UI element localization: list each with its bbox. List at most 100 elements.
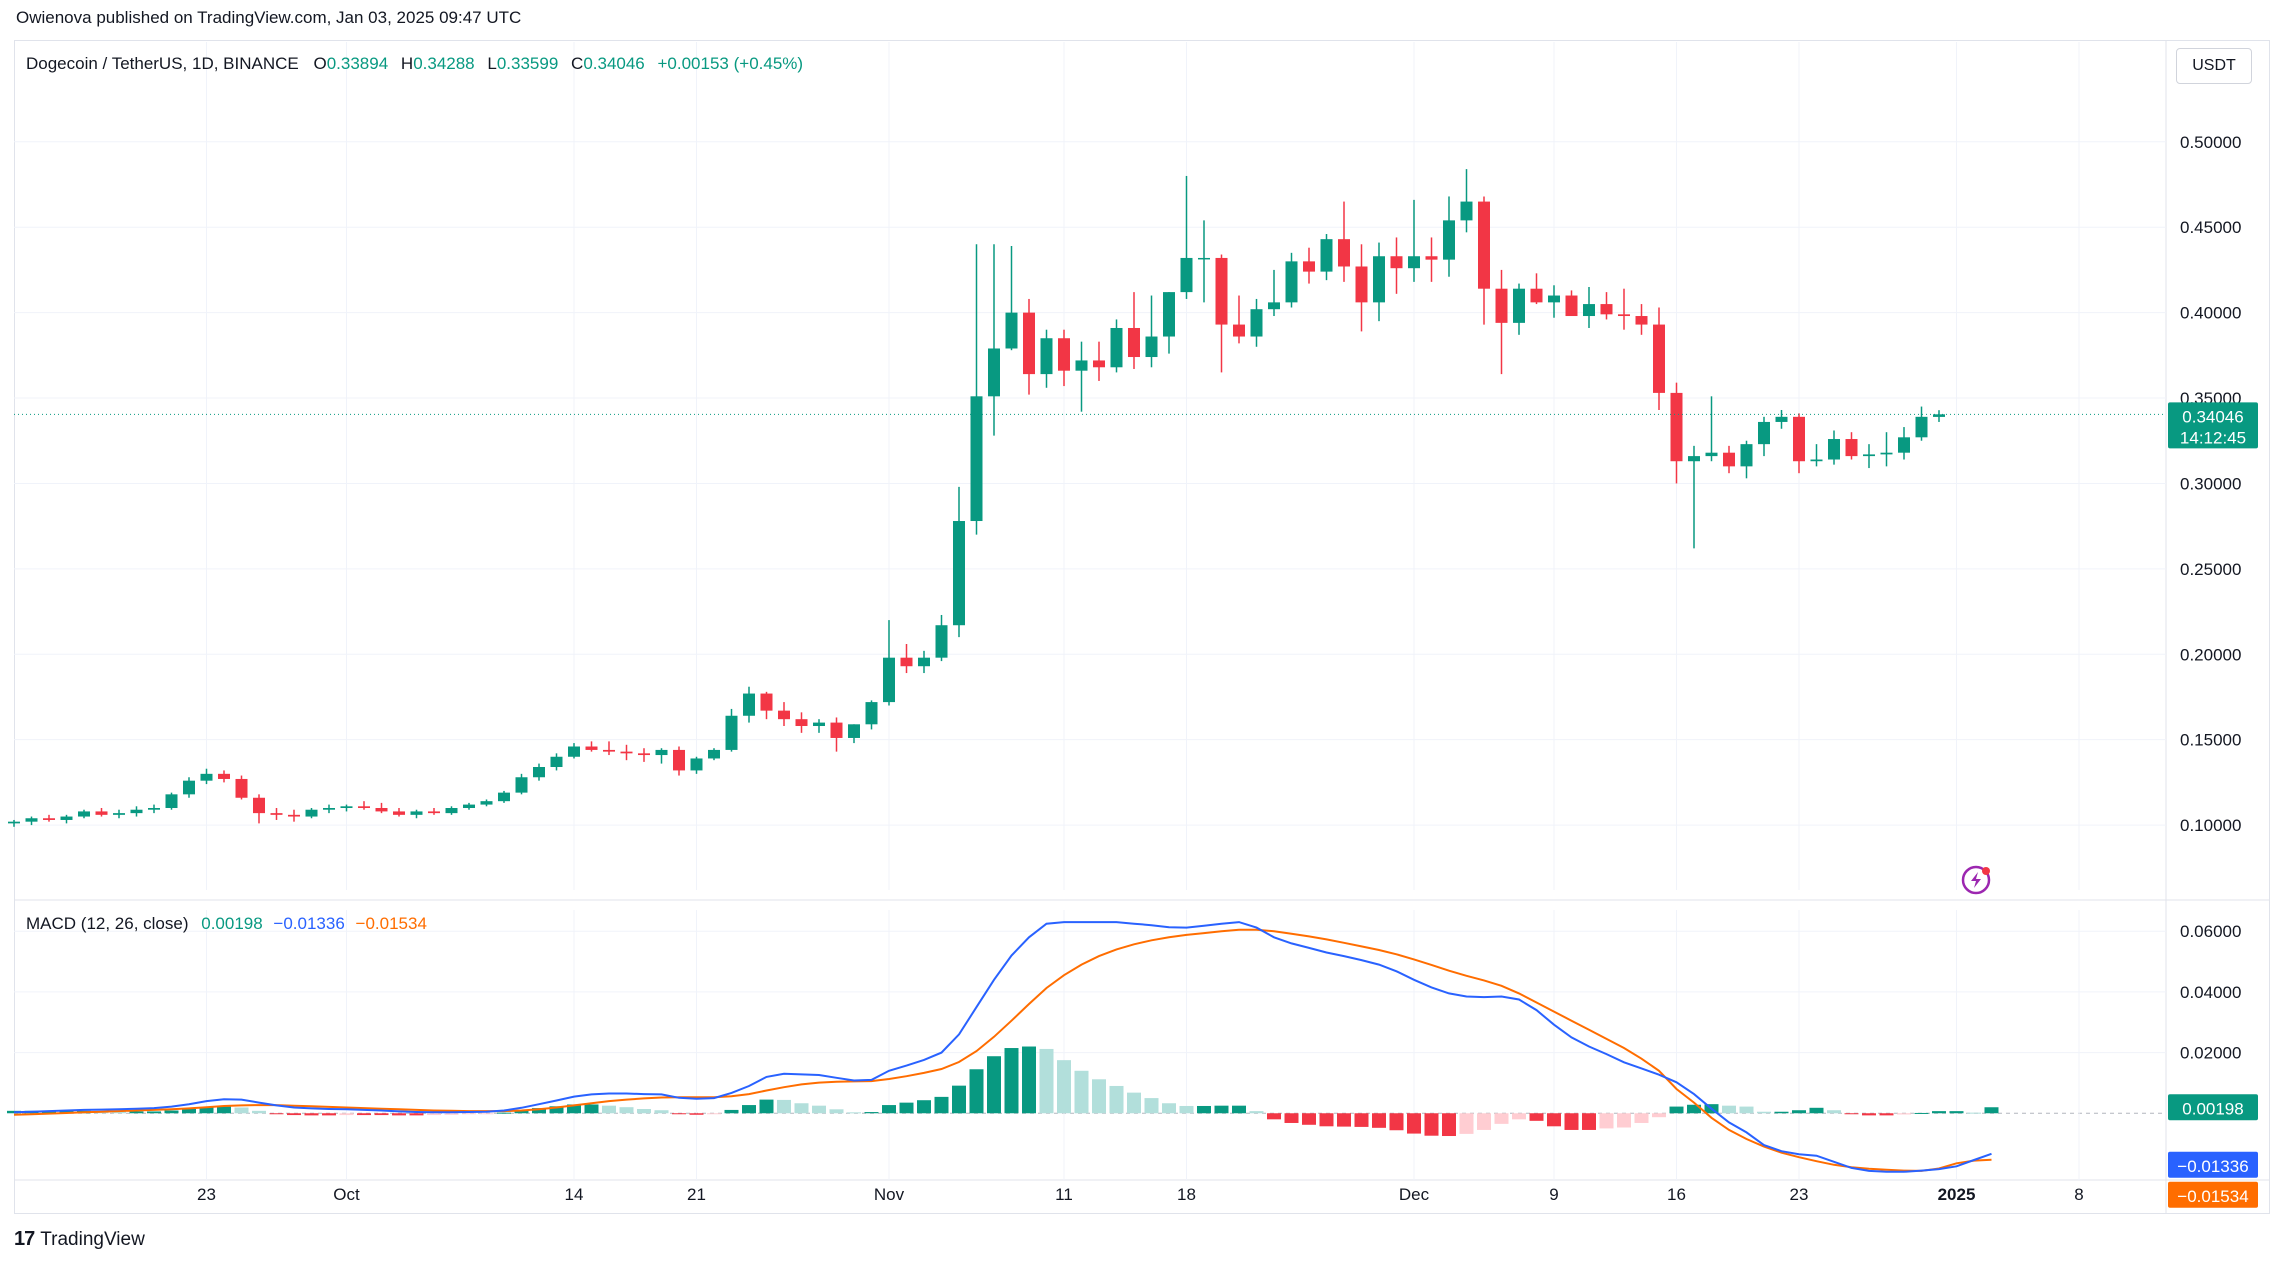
tradingview-logo[interactable]: 17 TradingView — [14, 1228, 145, 1251]
macd-histogram-bar — [1792, 1110, 1806, 1114]
macd-histogram-bar — [1284, 1113, 1299, 1123]
candle-body — [130, 809, 143, 814]
candle-body — [813, 722, 825, 727]
time-tick-label: 18 — [1177, 1185, 1196, 1204]
macd-histogram-bar — [1897, 1113, 1911, 1115]
macd-histogram-bar — [269, 1113, 284, 1115]
candle-body — [1495, 288, 1508, 323]
macd-histogram-bar — [1547, 1113, 1561, 1127]
macd-signal-tag-bg — [2168, 1181, 2258, 1208]
macd-histogram-bar — [1739, 1106, 1754, 1114]
candle-body — [480, 801, 493, 805]
price-axis: 0.500000.450000.400000.350000.300000.250… — [2180, 133, 2241, 835]
macd-histogram-bar — [794, 1103, 809, 1114]
candle-body — [1110, 327, 1123, 368]
macd-signal-value: −0.01534 — [355, 914, 427, 933]
macd-histogram-bar — [847, 1112, 861, 1114]
candle-body — [393, 811, 405, 815]
macd-histogram-bar — [1582, 1113, 1596, 1130]
macd-histogram-bar — [1197, 1105, 1211, 1114]
macd-histogram-bar — [1634, 1113, 1649, 1123]
price-tick-label: 0.40000 — [2180, 304, 2241, 323]
macd-histogram-bar — [812, 1105, 826, 1114]
candle-body — [340, 806, 353, 809]
candle-body — [1268, 302, 1280, 310]
candle-body — [1023, 312, 1035, 375]
flash-icon[interactable] — [1961, 865, 1991, 895]
candle-body — [900, 657, 913, 667]
candle-body — [428, 811, 440, 814]
macd-histogram-bar — [917, 1100, 931, 1114]
macd-histogram-bar — [987, 1056, 1001, 1114]
candle-body — [1443, 220, 1455, 260]
macd-histogram-bar — [112, 1111, 126, 1114]
candle-body — [1688, 456, 1700, 462]
candle-body — [1390, 256, 1403, 269]
macd-histogram-bar — [1932, 1111, 1946, 1114]
macd-histogram-bar — [1232, 1105, 1246, 1114]
macd-histogram-bar — [1372, 1113, 1386, 1128]
candle-body — [743, 693, 755, 716]
macd-histogram-bar — [1022, 1046, 1036, 1114]
macd-histogram-bar — [602, 1105, 616, 1114]
close-value: 0.34046 — [583, 54, 645, 73]
macd-legend: MACD (12, 26, close) 0.00198 −0.01336 −0… — [26, 914, 427, 934]
macd-hist-tag-bg — [2168, 1094, 2258, 1121]
candle-body — [1775, 416, 1788, 422]
candle-body — [935, 625, 948, 658]
candle-body — [778, 710, 790, 720]
macd-hist-value: 0.00198 — [201, 914, 263, 933]
macd-histogram-bar — [1249, 1111, 1264, 1114]
candle-body — [1180, 257, 1193, 293]
price-tick-label: 0.20000 — [2180, 645, 2241, 664]
candle-body — [305, 809, 318, 817]
time-tick-label: 23 — [1790, 1185, 1809, 1204]
candle-body — [918, 657, 930, 667]
macd-histogram-bar — [969, 1069, 984, 1114]
macd-histogram-bar — [1319, 1113, 1334, 1127]
macd-histogram-bar — [707, 1113, 721, 1115]
candle-body — [1898, 437, 1910, 453]
candle-body — [445, 808, 458, 814]
candle-body — [515, 777, 528, 793]
time-tick-label: 8 — [2074, 1185, 2083, 1204]
candle-body — [1355, 266, 1368, 303]
candle-body — [988, 348, 1000, 397]
price-tick-label: 0.30000 — [2180, 474, 2241, 493]
candle-body — [865, 702, 878, 725]
macd-histogram-bar — [829, 1109, 844, 1114]
candle-body — [165, 794, 178, 809]
candle-body — [183, 780, 195, 795]
macd-title[interactable]: MACD (12, 26, close) — [26, 914, 189, 933]
candle-body — [25, 818, 38, 822]
candle-body — [43, 818, 55, 820]
candle-body — [1810, 459, 1823, 462]
symbol-title[interactable]: Dogecoin / TetherUS, 1D, BINANCE — [26, 54, 299, 73]
price-tag-text: 0.34046 — [2182, 407, 2243, 426]
candle-body — [1915, 416, 1928, 438]
candle-body — [1005, 312, 1018, 349]
candle-body — [585, 746, 598, 750]
candle-body — [1128, 327, 1140, 358]
macd-histogram-bar — [1074, 1070, 1089, 1114]
macd-signal-line — [13, 928, 1992, 1172]
macd-histogram-bar — [339, 1113, 354, 1116]
change-value: +0.00153 (+0.45%) — [657, 54, 804, 73]
macd-histogram-bar — [1827, 1110, 1841, 1114]
macd-line-tag-bg — [2168, 1151, 2258, 1178]
candle-body — [1740, 444, 1753, 467]
candle-body — [1425, 256, 1438, 260]
currency-button[interactable]: USDT — [2176, 48, 2252, 84]
candle-body — [1618, 314, 1630, 317]
candle-body — [883, 657, 895, 703]
candle-body — [1215, 257, 1228, 325]
time-tick-label: 21 — [687, 1185, 706, 1204]
macd-histogram-bar — [514, 1110, 529, 1114]
macd-line-tag-text: −0.01336 — [2177, 1157, 2248, 1176]
macd-histogram-bar — [462, 1113, 476, 1115]
macd-histogram-bar — [1477, 1113, 1491, 1130]
macd-histogram-bar — [654, 1110, 669, 1114]
macd-hist-tag-text: 0.00198 — [2182, 1099, 2243, 1118]
candle-body — [708, 749, 720, 759]
